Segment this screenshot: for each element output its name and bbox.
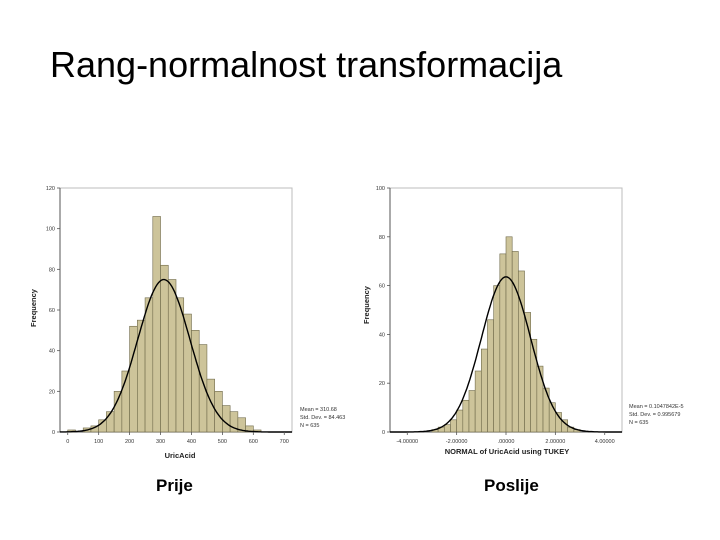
histogram-bar bbox=[167, 279, 177, 433]
y-tick-label: 60 bbox=[49, 308, 55, 314]
histogram-bar bbox=[222, 405, 231, 433]
histogram-after: 0 20 40 60 80 100 -4.00000 -2.00000 .00000 2.0000… bbox=[362, 186, 684, 456]
histogram-bar bbox=[456, 409, 464, 433]
histogram-bar bbox=[505, 236, 513, 433]
x-tick-label: 100 bbox=[94, 439, 103, 445]
x-tick-label: 2.00000 bbox=[545, 439, 565, 445]
y-axis-label: Frequency bbox=[29, 288, 38, 327]
x-axis-label: UricAcid bbox=[165, 451, 196, 460]
x-tick-label: 200 bbox=[125, 439, 134, 445]
x-axis-label: NORMAL of UricAcid using TUKEY bbox=[445, 447, 569, 456]
y-tick-label: 40 bbox=[379, 332, 385, 338]
x-tick-label: 0 bbox=[66, 439, 69, 445]
histogram-bar bbox=[511, 251, 519, 433]
histogram-bar bbox=[160, 264, 169, 433]
x-tick-label: 300 bbox=[156, 439, 165, 445]
x-tick-label: 500 bbox=[218, 439, 227, 445]
histogram-bar bbox=[175, 297, 185, 433]
x-tick-label: 4.00000 bbox=[595, 439, 615, 445]
y-tick-label: 40 bbox=[49, 349, 55, 355]
histogram-bar bbox=[450, 419, 457, 433]
histogram-bar bbox=[113, 391, 123, 433]
x-tick-label: 400 bbox=[187, 439, 196, 445]
histogram-bar bbox=[542, 387, 550, 433]
y-tick-label: 80 bbox=[379, 235, 385, 241]
histogram-bar bbox=[474, 370, 482, 433]
histogram-bar bbox=[481, 348, 488, 433]
caption-before: Prije bbox=[156, 476, 193, 495]
histogram-bar bbox=[462, 399, 470, 433]
histogram-before: 0 20 40 60 80 100 120 0 100 200 300 400 500 600 700 Uri… bbox=[29, 186, 345, 460]
stats-line: Std. Dev. = 0.995679 bbox=[629, 412, 680, 418]
x-tick-label: .00000 bbox=[498, 439, 515, 445]
histogram-bar bbox=[191, 330, 200, 433]
histogram-bar bbox=[106, 411, 115, 433]
x-tick-label: 700 bbox=[280, 439, 289, 445]
histogram-bar bbox=[144, 297, 154, 433]
histogram-bar bbox=[245, 425, 254, 433]
histogram-bar bbox=[493, 285, 501, 433]
y-tick-label: 120 bbox=[46, 186, 55, 192]
y-tick-label: 60 bbox=[379, 284, 385, 290]
histogram-bar bbox=[129, 325, 138, 433]
histogram-bar bbox=[530, 338, 538, 433]
normal-curve bbox=[390, 276, 622, 433]
y-tick-label: 100 bbox=[376, 186, 385, 192]
stats-line: N = 635 bbox=[629, 420, 648, 426]
histogram-bar bbox=[468, 390, 476, 433]
y-axis-label: Frequency bbox=[362, 285, 371, 324]
y-tick-label: 0 bbox=[382, 430, 385, 436]
normal-curve bbox=[60, 278, 292, 433]
histogram-bar bbox=[237, 417, 246, 433]
y-tick-label: 20 bbox=[49, 389, 55, 395]
histogram-bar bbox=[443, 424, 451, 433]
stats-line: Mean = 0.1047842E-5 bbox=[629, 404, 684, 410]
x-tick-label: -2.00000 bbox=[446, 439, 468, 445]
x-tick-label: 600 bbox=[249, 439, 258, 445]
caption-after: Poslije bbox=[484, 476, 539, 495]
y-tick-label: 20 bbox=[379, 381, 385, 387]
stats-line: N = 635 bbox=[300, 423, 319, 429]
histogram-bar bbox=[536, 365, 544, 433]
y-tick-label: 100 bbox=[46, 227, 55, 233]
y-tick-label: 0 bbox=[52, 430, 55, 436]
histogram-bar bbox=[518, 270, 525, 433]
histogram-bar bbox=[524, 312, 531, 433]
stats-line: Mean = 310.68 bbox=[300, 407, 337, 413]
histogram-bar bbox=[152, 216, 161, 433]
histogram-bar bbox=[487, 319, 494, 433]
slide-title: Rang-normalnost transformacija bbox=[50, 44, 563, 85]
x-tick-label: -4.00000 bbox=[396, 439, 418, 445]
y-tick-label: 80 bbox=[49, 267, 55, 273]
stats-line: Std. Dev. = 84.463 bbox=[300, 415, 345, 421]
